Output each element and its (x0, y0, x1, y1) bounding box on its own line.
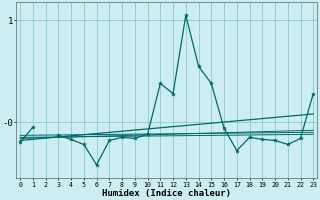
X-axis label: Humidex (Indice chaleur): Humidex (Indice chaleur) (102, 189, 231, 198)
